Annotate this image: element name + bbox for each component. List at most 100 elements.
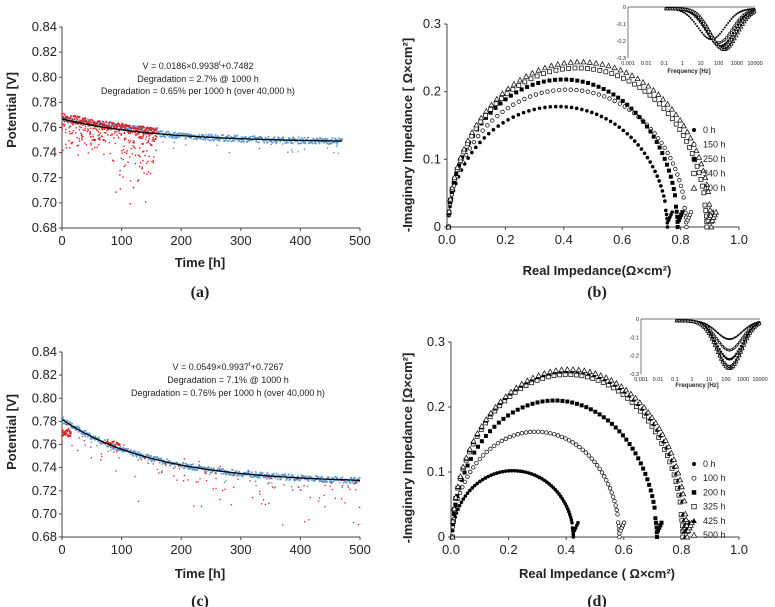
data-point-blue — [179, 132, 181, 135]
data-point-blue — [228, 139, 231, 142]
marker-triangle — [541, 64, 549, 71]
marker-circle — [721, 344, 724, 348]
inset-x-tick-label: 1000 — [737, 377, 749, 383]
data-point-blue — [263, 476, 266, 478]
data-point-red — [137, 126, 140, 128]
data-point-blue — [69, 423, 72, 425]
marker-triangle — [729, 41, 734, 46]
data-point-red — [129, 131, 132, 133]
data-point-red — [80, 134, 83, 137]
marker-triangle — [454, 164, 461, 170]
marker-dot — [738, 11, 741, 14]
inset-y-tick-label: -0.3 — [630, 372, 639, 378]
marker-dot — [692, 20, 695, 23]
data-point-red — [69, 132, 71, 135]
marker-square — [483, 113, 488, 118]
data-point-blue — [209, 135, 212, 138]
data-point-blue — [232, 136, 235, 139]
marker-square — [657, 101, 662, 107]
marker-triangle — [683, 522, 690, 528]
marker-triangle — [730, 39, 736, 43]
data-point-blue — [92, 133, 94, 136]
data-point-red — [75, 117, 78, 119]
marker-square-filled — [617, 429, 622, 434]
marker-triangle — [497, 398, 504, 404]
marker-triangle — [676, 116, 684, 123]
data-point-red — [193, 505, 195, 507]
data-point-red — [117, 122, 120, 125]
data-point-red — [89, 130, 91, 133]
data-point-red — [134, 147, 136, 149]
data-point-blue — [118, 449, 121, 451]
marker-square-filled — [704, 27, 707, 30]
data-point-red — [152, 463, 154, 465]
data-point-blue — [274, 486, 277, 488]
marker-dot — [459, 500, 464, 505]
marker-dot — [713, 329, 716, 332]
marker-dot — [564, 105, 569, 109]
data-point-blue — [191, 467, 193, 469]
data-point-blue — [147, 458, 150, 461]
data-point-red — [113, 451, 115, 453]
data-point-red — [115, 123, 117, 126]
data-point-blue — [281, 143, 284, 145]
y-tick-label: 0.76 — [32, 120, 57, 135]
data-point-blue — [349, 482, 351, 484]
marker-circle — [511, 102, 516, 107]
data-point-red — [108, 126, 111, 129]
marker-square-filled — [654, 535, 659, 539]
data-point-blue — [295, 477, 298, 480]
marker-triangle — [502, 393, 509, 399]
marker-triangle — [708, 223, 715, 230]
marker-square-filled — [670, 180, 675, 185]
data-point-red — [137, 180, 139, 182]
marker-triangle — [632, 394, 639, 401]
data-point-blue — [188, 133, 191, 136]
data-point-blue — [156, 468, 159, 471]
marker-dot — [585, 109, 589, 113]
marker-square-filled — [536, 80, 541, 85]
data-point-blue — [231, 469, 234, 471]
data-point-red — [89, 133, 91, 136]
data-point-blue — [80, 432, 83, 435]
marker-triangle — [535, 372, 542, 378]
data-point-red — [123, 145, 125, 147]
data-point-blue — [202, 134, 205, 137]
marker-circle — [662, 145, 667, 150]
chart-c: Potential [V] Time [h] (c) V = 0.0549×0.… — [4, 344, 371, 607]
marker-square-filled — [574, 401, 579, 406]
data-point-blue — [195, 466, 197, 468]
data-point-red — [102, 124, 105, 126]
data-point-red — [70, 431, 72, 434]
marker-triangle — [516, 76, 524, 83]
marker-square-filled — [729, 358, 732, 361]
data-point-red — [94, 127, 96, 130]
marker-square — [510, 87, 516, 92]
marker-square — [516, 83, 522, 88]
data-point-blue — [226, 470, 229, 473]
data-point-red — [122, 176, 124, 178]
data-point-blue — [288, 473, 290, 476]
marker-dot — [617, 125, 622, 129]
data-point-blue — [237, 473, 240, 475]
marker-triangle — [737, 353, 742, 358]
marker-dot — [613, 122, 617, 126]
data-point-blue — [240, 140, 243, 143]
marker-square-filled — [550, 398, 555, 403]
data-point-blue — [283, 475, 286, 478]
panel-label-d: (d) — [587, 593, 607, 607]
x-tick-label: 0.6 — [613, 232, 631, 247]
marker-triangle — [593, 59, 600, 66]
data-point-red — [262, 499, 265, 501]
data-point-red — [264, 503, 267, 506]
data-point-blue — [162, 141, 164, 143]
marker-square — [597, 67, 603, 73]
data-point-blue — [275, 140, 277, 143]
data-point-blue — [145, 126, 148, 129]
degradation-c-1: Degradation = 7.1% @ 1000 h — [167, 375, 288, 385]
data-point-blue — [266, 472, 269, 474]
data-point-blue — [223, 481, 226, 483]
data-point-red — [258, 490, 261, 493]
marker-circle — [668, 156, 673, 161]
data-point-blue — [146, 128, 149, 130]
